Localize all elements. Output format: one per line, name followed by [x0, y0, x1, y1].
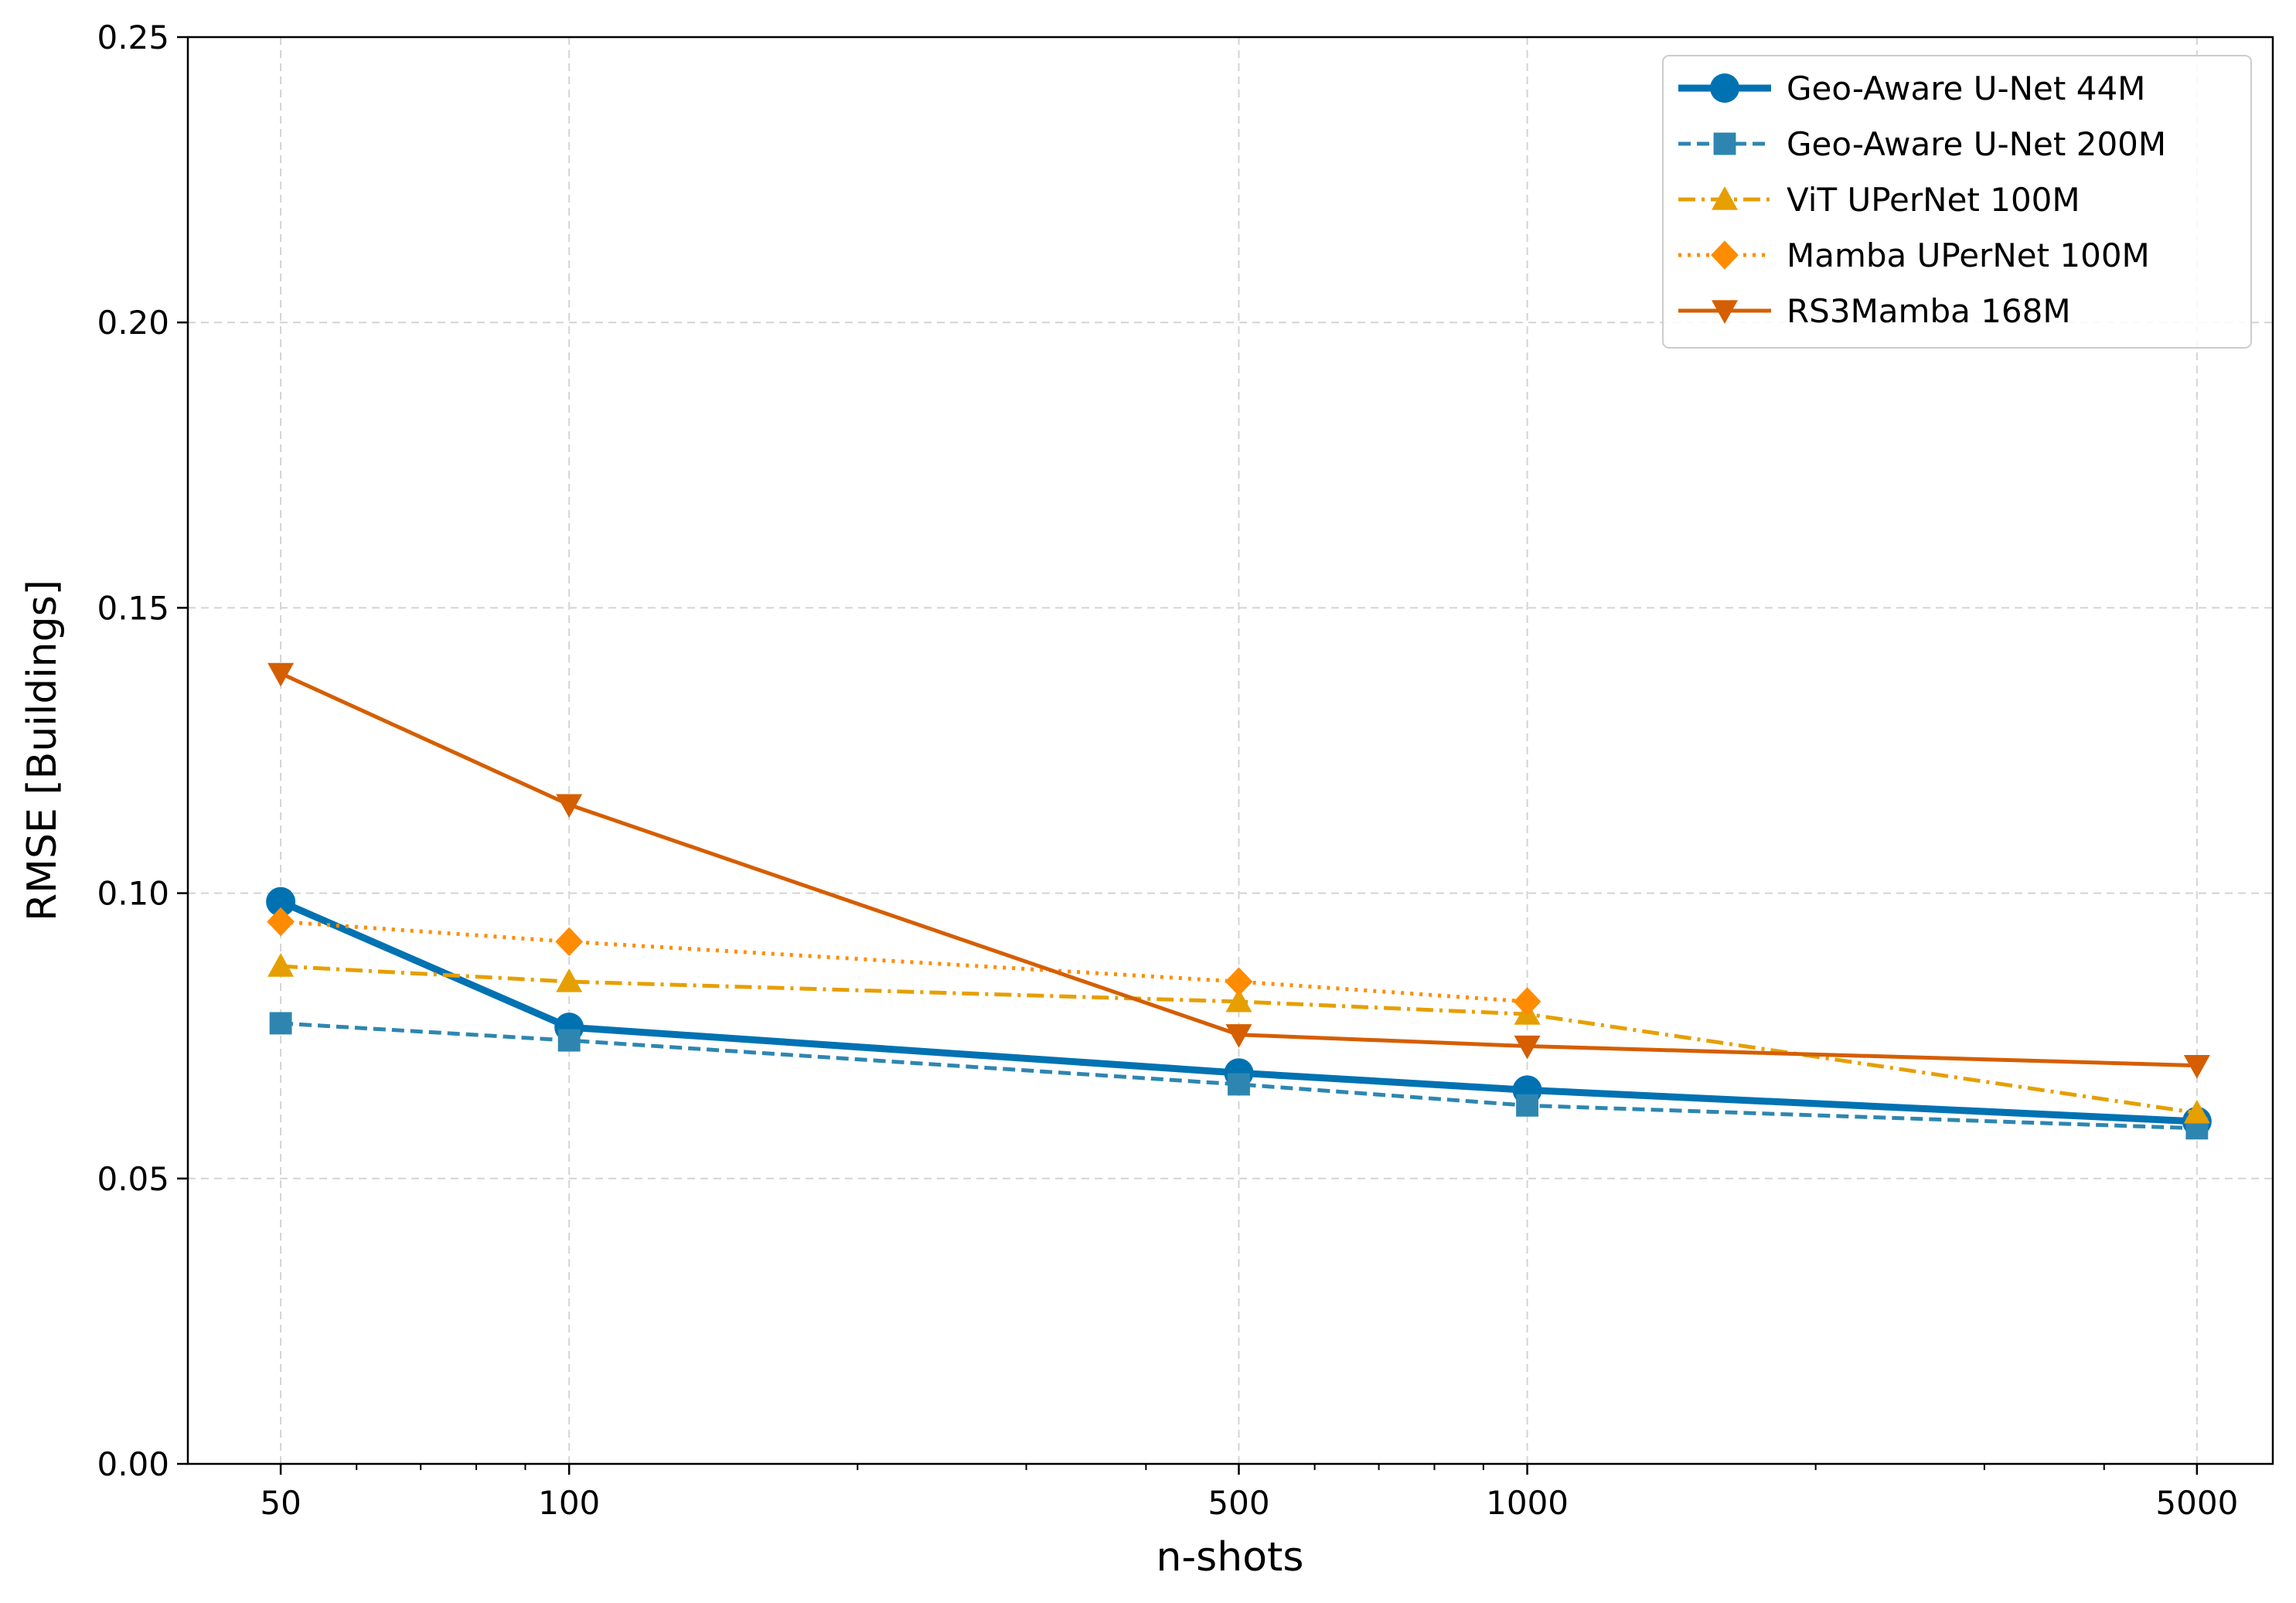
plot-frame — [186, 36, 2274, 1465]
series-4 — [267, 907, 1541, 1016]
x-tick-label: 100 — [538, 1484, 600, 1522]
data-point — [2183, 1054, 2210, 1079]
legend: Geo-Aware U-Net 44M Geo-Aware U-Net 200M V… — [1662, 55, 2252, 349]
legend-label: Geo-Aware U-Net 44M — [1787, 70, 2145, 107]
legend-item: RS3Mamba 168M — [1678, 292, 2071, 330]
x-tick-label: 50 — [260, 1484, 301, 1522]
y-axis-label: RMSE [Buildings] — [19, 580, 66, 921]
data-point — [556, 968, 583, 992]
x-tick-label: 500 — [1208, 1484, 1269, 1522]
x-tick-label: 1000 — [1486, 1484, 1569, 1522]
legend-box — [1662, 55, 2252, 349]
x-axis-label: n-shots — [1156, 1534, 1303, 1581]
data-point — [269, 1012, 292, 1035]
data-point — [1513, 987, 1541, 1016]
legend-marker — [1711, 240, 1739, 270]
data-point — [2183, 1099, 2210, 1124]
data-point — [1516, 1094, 1539, 1117]
axes: 0.00 0.05 0.10 0.15 0.20 0.25 50 100 500 1000 5000 — [97, 19, 2238, 1522]
x-tick-label: 5000 — [2155, 1484, 2238, 1522]
series-line — [280, 920, 1528, 1004]
y-tick-label: 0.20 — [97, 304, 169, 342]
legend-marker — [1712, 186, 1738, 210]
y-tick-label: 0.15 — [97, 589, 169, 627]
data-point — [555, 927, 584, 957]
y-tick-label: 0.10 — [97, 875, 169, 913]
series-line — [280, 964, 2198, 1115]
legend-label: ViT UPerNet 100M — [1787, 181, 2080, 219]
data-point — [266, 887, 296, 917]
data-point — [1225, 1024, 1252, 1048]
data-point — [556, 794, 583, 819]
legend-label: Mamba UPerNet 100M — [1787, 237, 2150, 274]
legend-marker — [1712, 300, 1738, 324]
series-5 — [267, 662, 2210, 1079]
series-2 — [269, 1012, 2209, 1140]
data-point — [1225, 988, 1252, 1013]
legend-marker — [1710, 73, 1739, 103]
data-point — [1228, 1073, 1250, 1096]
data-point — [557, 1029, 581, 1052]
series-layer — [266, 662, 2212, 1140]
y-tick-label: 0.05 — [97, 1160, 169, 1198]
y-tick-label: 0.25 — [97, 19, 169, 56]
legend-item: Geo-Aware U-Net 200M — [1678, 125, 2166, 163]
legend-item: Geo-Aware U-Net 44M — [1678, 70, 2145, 107]
data-point — [1225, 967, 1253, 996]
legend-item: ViT UPerNet 100M — [1678, 181, 2080, 219]
data-point — [1514, 1035, 1541, 1060]
legend-label: Geo-Aware U-Net 200M — [1787, 125, 2166, 163]
data-point — [267, 907, 295, 937]
data-point — [267, 953, 295, 977]
legend-item: Mamba UPerNet 100M — [1678, 237, 2150, 274]
data-point — [267, 662, 295, 687]
series-line — [280, 1021, 2197, 1131]
legend-marker — [1713, 132, 1736, 155]
legend-label: RS3Mamba 168M — [1787, 292, 2071, 330]
y-tick-label: 0.00 — [97, 1445, 169, 1483]
